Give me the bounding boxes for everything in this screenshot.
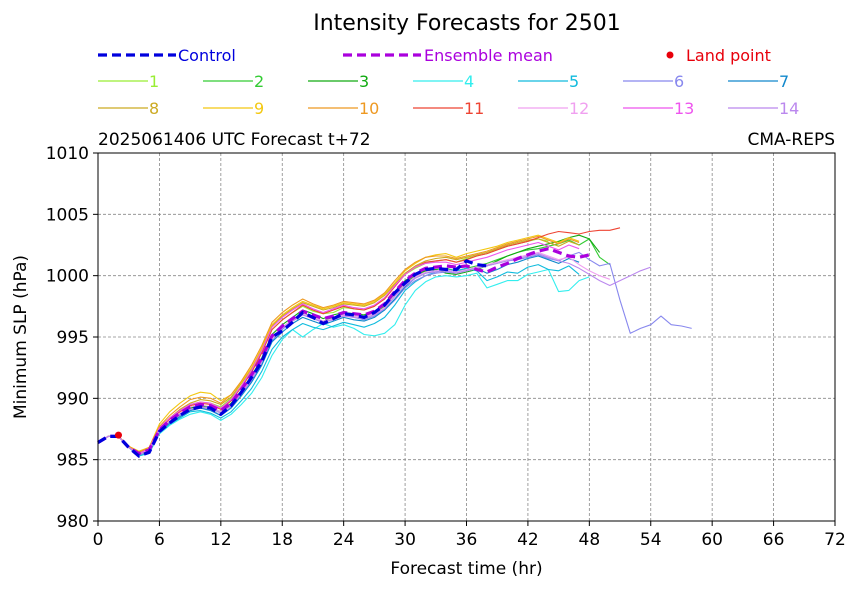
x-tick-label: 42 [517,530,539,550]
legend-member-label-6: 6 [674,72,684,91]
y-axis-ticks: 980 985 990 995 1000 1005 1010 [46,144,98,532]
member-line-8 [97,238,580,453]
x-tick-label: 72 [824,530,846,550]
legend-member-label-8: 8 [149,99,159,118]
legend-land-swatch [666,51,674,59]
chart-subtitle-left: 2025061406 UTC Forecast t+72 [98,130,371,150]
member-line-10 [97,235,580,453]
legend-land-label: Land point [686,46,771,65]
y-tick-label: 1010 [46,144,89,164]
chart-subtitle-right: CMA-REPS [747,130,835,150]
x-tick-label: 12 [210,530,232,550]
x-tick-label: 36 [456,530,478,550]
member-line-4 [97,268,590,457]
grid [97,152,836,522]
legend-member-label-14: 14 [779,99,799,118]
member-line-7 [97,255,580,456]
x-axis-ticks: 0 6 12 18 24 30 36 42 48 54 60 66 72 [93,521,846,550]
member-line-9 [97,234,580,452]
y-tick-label: 980 [57,512,89,532]
legend-member-label-3: 3 [359,72,369,91]
x-tick-label: 48 [579,530,601,550]
y-axis-label: Minimum SLP (hPa) [11,255,31,419]
legend-member-label-13: 13 [674,99,694,118]
series-layer [97,227,692,458]
legend-member-label-10: 10 [359,99,379,118]
y-tick-label: 1005 [46,205,89,225]
y-tick-label: 1000 [46,267,89,287]
y-tick-label: 985 [57,451,89,471]
legend-control-label: Control [178,46,236,65]
x-tick-label: 6 [154,530,165,550]
legend-member-label-2: 2 [254,72,264,91]
member-line-14 [97,253,651,456]
legend-member-label-7: 7 [779,72,789,91]
y-tick-label: 990 [57,389,89,409]
legend-member-label-1: 1 [149,72,159,91]
legend-member-label-5: 5 [569,72,579,91]
x-tick-label: 54 [640,530,662,550]
x-tick-label: 0 [93,530,104,550]
x-tick-label: 66 [763,530,785,550]
legend-member-label-4: 4 [464,72,474,91]
land-point-marker [114,431,122,439]
x-tick-label: 60 [701,530,723,550]
member-line-12 [97,251,610,455]
chart-title: Intensity Forecasts for 2501 [313,11,621,36]
ensemble-mean-line [97,247,590,456]
control-line [97,259,488,458]
legend-member-label-11: 11 [464,99,484,118]
legend-member-label-9: 9 [254,99,264,118]
member-line-13 [97,241,580,455]
legend-mean-label: Ensemble mean [424,46,553,65]
x-tick-label: 30 [394,530,416,550]
y-tick-label: 995 [57,328,89,348]
x-tick-label: 24 [333,530,355,550]
x-tick-label: 18 [271,530,293,550]
member-line-5 [97,264,580,457]
x-axis-label: Forecast time (hr) [390,559,542,579]
legend-member-label-12: 12 [569,99,589,118]
